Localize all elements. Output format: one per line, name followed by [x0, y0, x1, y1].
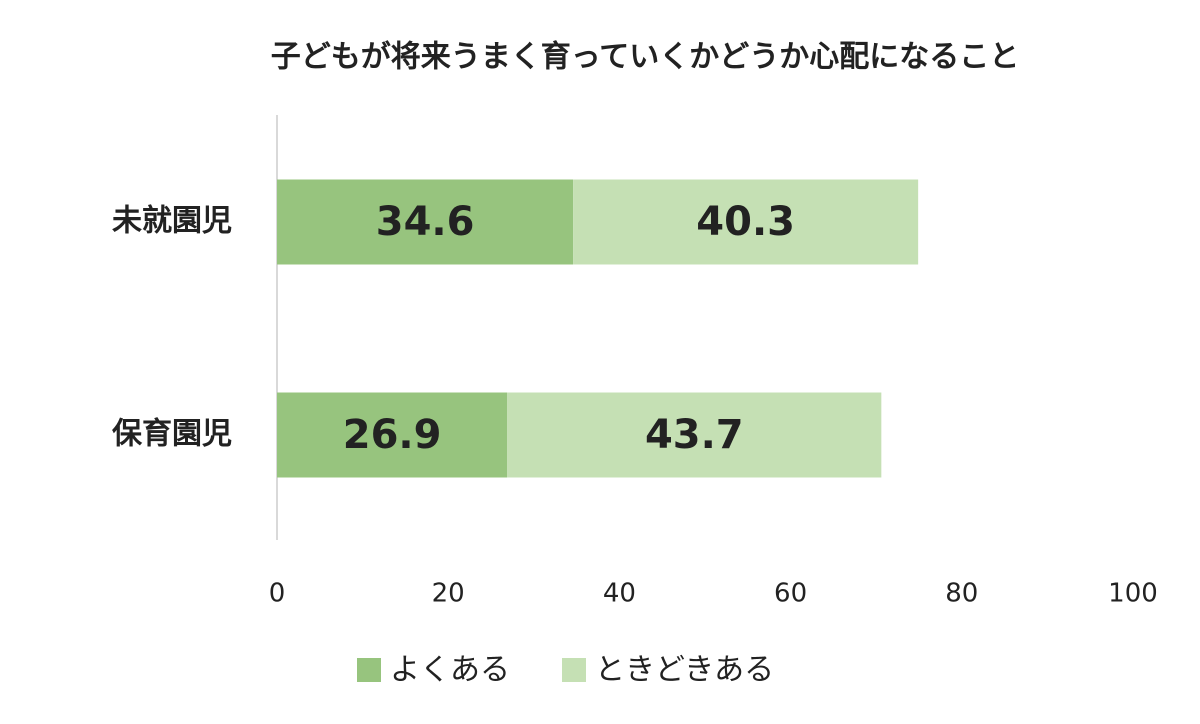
- bar-segment: [277, 179, 574, 265]
- bar-segment: [277, 392, 508, 478]
- data-label: 26.9: [343, 412, 442, 458]
- bar-segment: [573, 179, 919, 265]
- x-tick-label: 0: [269, 579, 286, 609]
- bar-segment: [507, 392, 882, 478]
- legend-label: よくある: [390, 653, 510, 688]
- legend-swatch: [562, 658, 586, 682]
- data-label: 43.7: [645, 412, 744, 458]
- category-label: 保育園児: [112, 417, 232, 452]
- data-label: 40.3: [696, 199, 795, 245]
- x-tick-label: 100: [1108, 579, 1158, 609]
- x-tick-label: 80: [945, 579, 978, 609]
- x-tick-label: 40: [603, 579, 636, 609]
- chart-title: 子どもが将来うまく育っていくかどうか心配になること: [271, 40, 1020, 75]
- data-label: 34.6: [376, 199, 475, 245]
- x-tick-label: 60: [774, 579, 807, 609]
- legend-label: ときどきある: [595, 653, 774, 688]
- category-label: 未就園児: [112, 204, 232, 239]
- x-tick-label: 20: [432, 579, 465, 609]
- legend-swatch: [357, 658, 381, 682]
